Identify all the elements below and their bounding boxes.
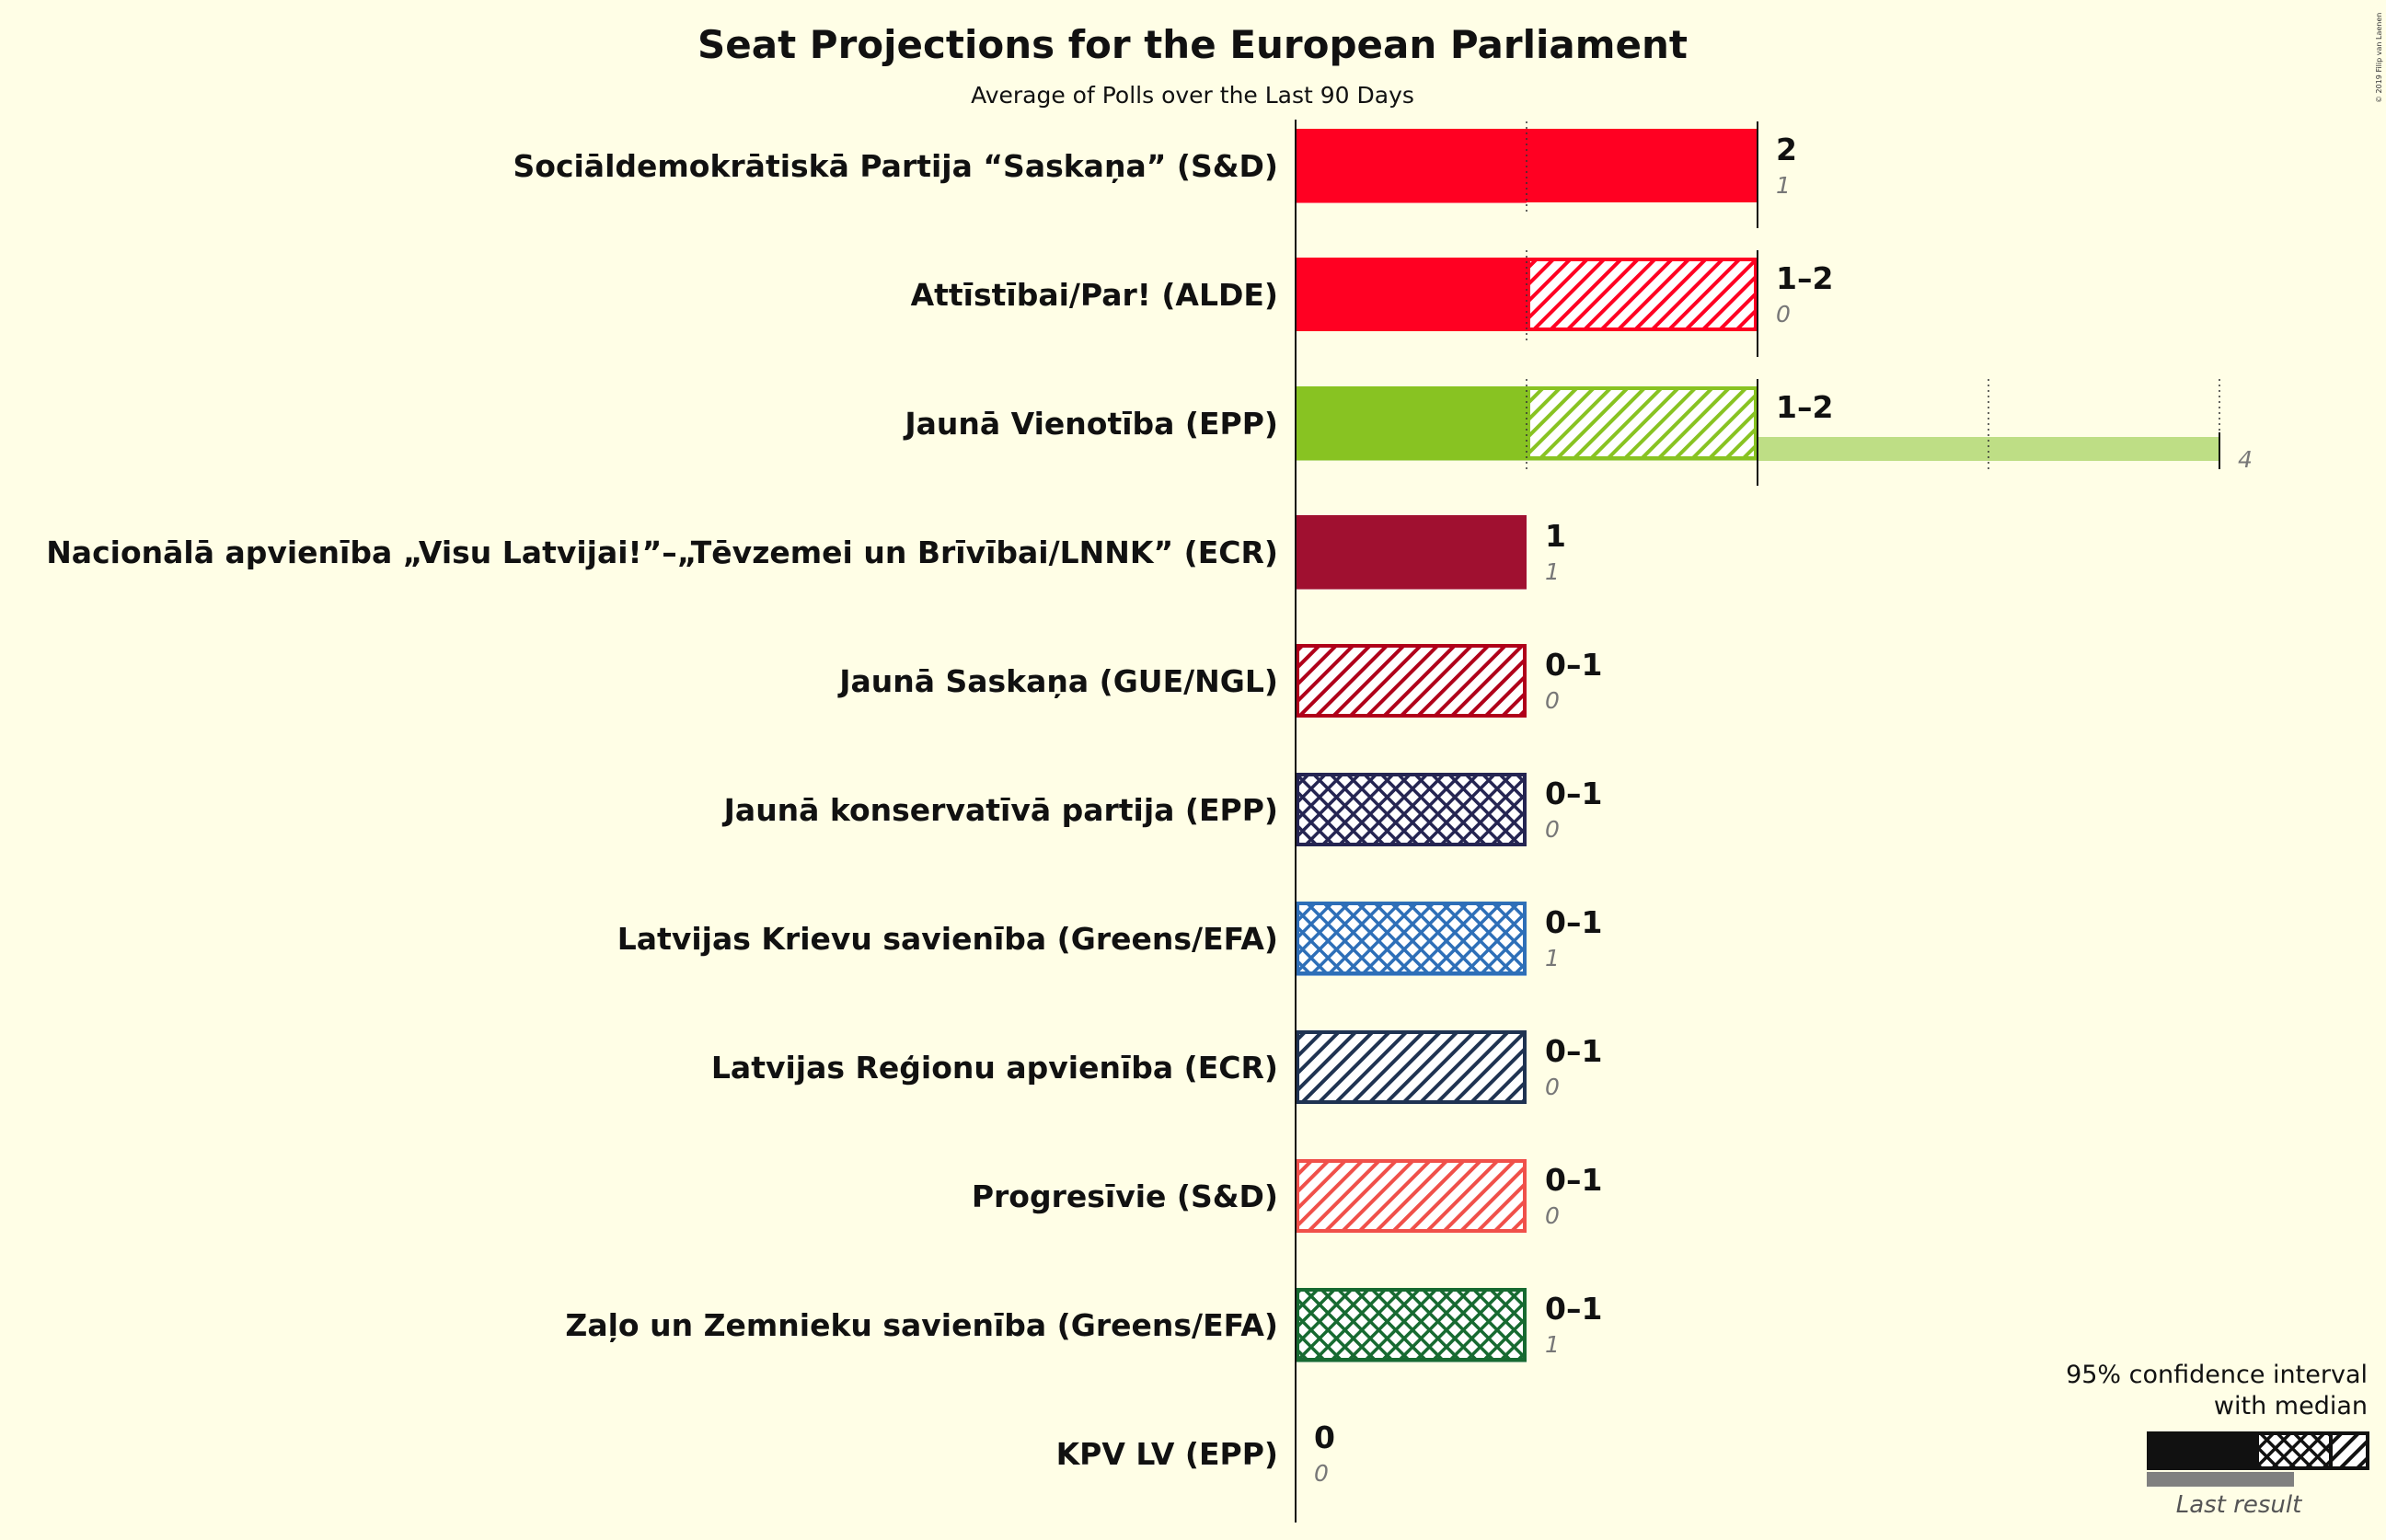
- seat-range-label: 2: [1776, 132, 1797, 167]
- chart-title: Seat Projections for the European Parlia…: [697, 22, 1688, 67]
- legend-title-line1: 95% confidence interval: [2066, 1361, 2368, 1389]
- credit-text: © 2019 Filip van Laenen: [2375, 13, 2383, 103]
- legend-last-result-label: Last result: [2176, 1491, 2302, 1519]
- last-result-label: 0: [1776, 301, 1791, 328]
- chart-rows: Sociāldemokrātiskā Partija “Saskaņa” (S&…: [46, 121, 2253, 1487]
- legend-last-result-bar: [2147, 1472, 2294, 1487]
- legend-title-line2: with median: [2214, 1392, 2368, 1420]
- seat-range-label: 0: [1314, 1419, 1335, 1455]
- last-result-label: 1: [1545, 1331, 1560, 1358]
- seat-range-label: 0–1: [1545, 1162, 1602, 1198]
- last-result-label: 1: [1776, 172, 1791, 199]
- party-label: Latvijas Krievu savienība (Greens/EFA): [617, 921, 1278, 957]
- confidence-hatch-bar: [1296, 1159, 1527, 1233]
- last-result-label: 0: [1314, 1460, 1329, 1487]
- party-label: Attīstībai/Par! (ALDE): [911, 277, 1278, 313]
- last-result-label: 0: [1545, 687, 1560, 714]
- party-label: Nacionālā apvienība „Visu Latvijai!”–„Tē…: [46, 534, 1278, 570]
- confidence-hatch-bar: [1296, 902, 1527, 975]
- seat-range-label: 1–2: [1776, 389, 1833, 425]
- seat-range-label: 0–1: [1545, 904, 1602, 940]
- last-result-label: 1: [1545, 945, 1560, 971]
- confidence-hatch-bar: [1296, 773, 1527, 846]
- confidence-hatch-bar: [1527, 258, 1758, 331]
- party-label: Jaunā konservatīvā partija (EPP): [722, 792, 1278, 828]
- seat-range-label: 0–1: [1545, 1291, 1602, 1327]
- last-result-label: 0: [1545, 1074, 1560, 1100]
- party-label: Latvijas Reģionu apvienība (ECR): [711, 1050, 1278, 1086]
- median-bar: [1296, 386, 1527, 460]
- party-label: Zaļo un Zemnieku savienība (Greens/EFA): [565, 1307, 1278, 1343]
- confidence-hatch-bar: [1296, 1288, 1527, 1362]
- seat-range-label: 1–2: [1776, 260, 1833, 296]
- last-result-label: 1: [1545, 558, 1560, 585]
- chart-subtitle: Average of Polls over the Last 90 Days: [971, 82, 1414, 109]
- seat-range-label: 0–1: [1545, 776, 1602, 811]
- median-bar: [1296, 258, 1527, 331]
- seat-range-label: 1: [1545, 518, 1566, 554]
- median-bar: [1296, 515, 1527, 589]
- seat-range-label: 0–1: [1545, 647, 1602, 683]
- party-label: Jaunā Vienotība (EPP): [903, 406, 1278, 442]
- legend-median-solid: [2147, 1431, 2257, 1470]
- last-result-label: 0: [1545, 816, 1560, 843]
- confidence-hatch-bar: [1296, 644, 1527, 718]
- legend-diagonal-hatch: [2329, 1431, 2369, 1470]
- party-label: Progresīvie (S&D): [972, 1178, 1278, 1214]
- last-result-label: 4: [2238, 446, 2253, 473]
- legend-cross-hatch: [2255, 1431, 2333, 1470]
- party-label: KPV LV (EPP): [1056, 1436, 1278, 1472]
- party-label: Jaunā Saskaņa (GUE/NGL): [837, 663, 1278, 699]
- last-result-label: 0: [1545, 1202, 1560, 1229]
- party-label: Sociāldemokrātiskā Partija “Saskaņa” (S&…: [513, 148, 1279, 184]
- legend: 95% confidence interval with median Last…: [2066, 1361, 2369, 1519]
- confidence-hatch-bar: [1527, 386, 1758, 460]
- confidence-hatch-bar: [1296, 1030, 1527, 1104]
- seat-range-label: 0–1: [1545, 1033, 1602, 1069]
